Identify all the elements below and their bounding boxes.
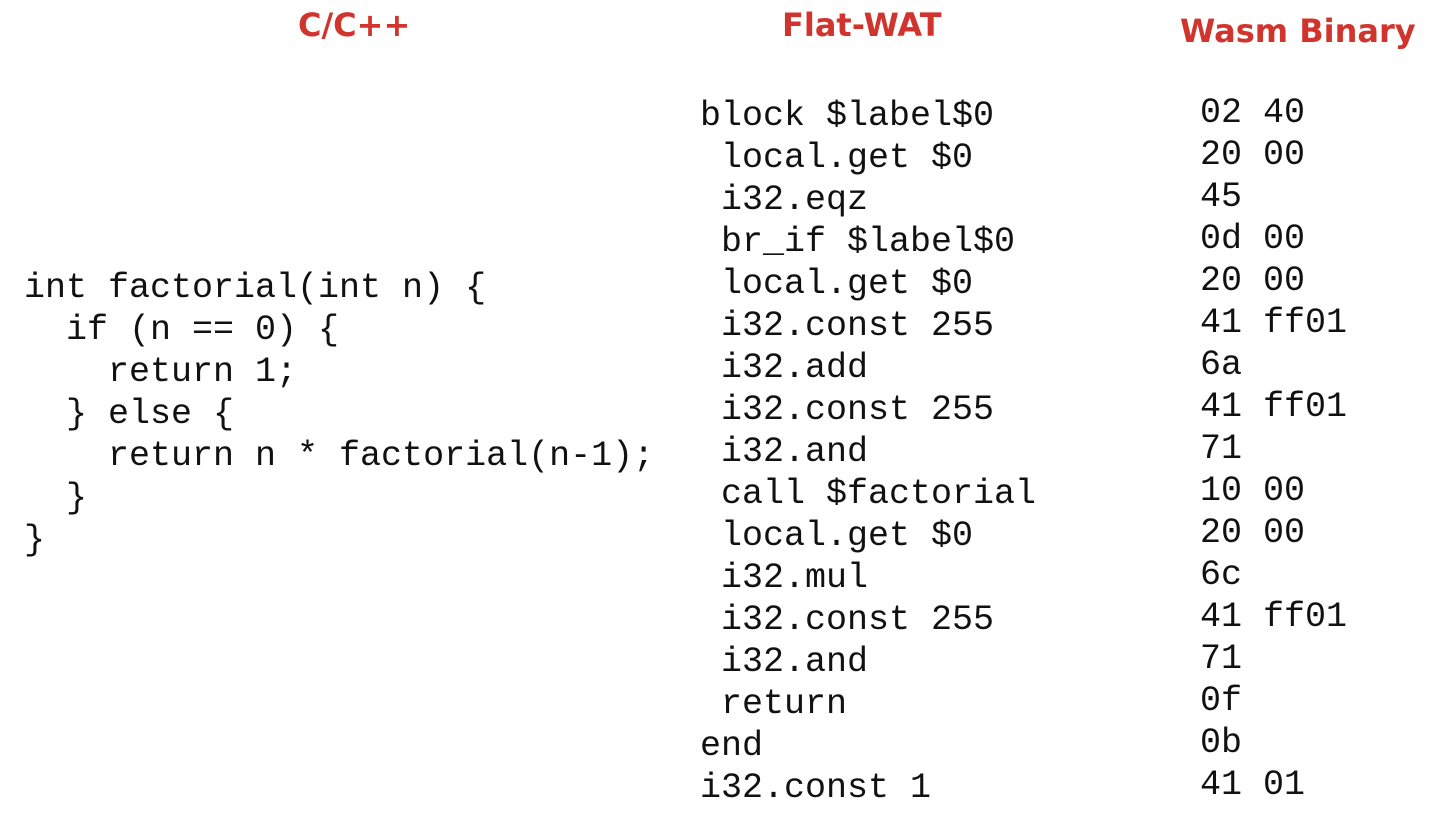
binary-code-line: 0f [1200, 681, 1243, 721]
binary-code-line: 41 ff01 [1200, 387, 1348, 427]
binary-code-line: 20 00 [1200, 513, 1306, 553]
c-code-block: int factorial(int n) { if (n == 0) { ret… [24, 267, 654, 561]
binary-code-line: 0b [1200, 723, 1243, 763]
wasm-binary-header: Wasm Binary [1180, 12, 1416, 50]
binary-code-line: 71 [1200, 429, 1243, 469]
c-code-line: return 1; [24, 352, 298, 392]
binary-code-line: 20 00 [1200, 261, 1306, 301]
binary-code-line: 41 01 [1200, 765, 1306, 805]
binary-code-line: 10 00 [1200, 471, 1306, 511]
wat-code-line: i32.const 255 [700, 390, 995, 430]
binary-code-line: 41 ff01 [1200, 303, 1348, 343]
wat-code-line: i32.and [700, 432, 869, 472]
c-code-line: return n * factorial(n-1); [24, 436, 655, 476]
wat-code-line: local.get $0 [700, 138, 974, 178]
c-code-line: if (n == 0) { [24, 310, 340, 350]
binary-code-line: 0d 00 [1200, 219, 1306, 259]
binary-code-line: 02 40 [1200, 93, 1306, 133]
binary-code-line: 45 [1200, 177, 1243, 217]
c-code-line: } [24, 478, 88, 518]
wat-code-line: i32.mul [700, 558, 869, 598]
wat-code-block: block $label$0 local.get $0 i32.eqz br_i… [700, 95, 1036, 809]
wat-code-line: local.get $0 [700, 264, 974, 304]
c-code-line: int factorial(int n) { [24, 268, 487, 308]
binary-code-block: 02 40 20 00 45 0d 00 20 00 41 ff01 6a 41 ff01 71… [1200, 92, 1347, 806]
c-code-line: } else { [24, 394, 235, 434]
binary-code-line: 6a [1200, 345, 1243, 385]
wat-code-line: i32.const 1 [700, 768, 932, 808]
binary-code-line: 41 ff01 [1200, 597, 1348, 637]
wat-code-line: br_if $label$0 [700, 222, 1016, 262]
c-code-line: } [24, 520, 46, 560]
wat-code-line: end [700, 726, 764, 766]
binary-code-line: 20 00 [1200, 135, 1306, 175]
wat-code-line: block $label$0 [700, 96, 995, 136]
wat-code-line: i32.and [700, 642, 869, 682]
c-header: C/C++ [298, 6, 411, 44]
wat-code-line: i32.add [700, 348, 869, 388]
flat-wat-header: Flat-WAT [782, 6, 942, 44]
wat-code-line: i32.const 255 [700, 306, 995, 346]
wat-code-line: i32.const 255 [700, 600, 995, 640]
wat-code-line: call $factorial [700, 474, 1037, 514]
wat-code-line: local.get $0 [700, 516, 974, 556]
binary-code-line: 6c [1200, 555, 1243, 595]
binary-code-line: 71 [1200, 639, 1243, 679]
wat-code-line: return [700, 684, 848, 724]
wat-code-line: i32.eqz [700, 180, 869, 220]
